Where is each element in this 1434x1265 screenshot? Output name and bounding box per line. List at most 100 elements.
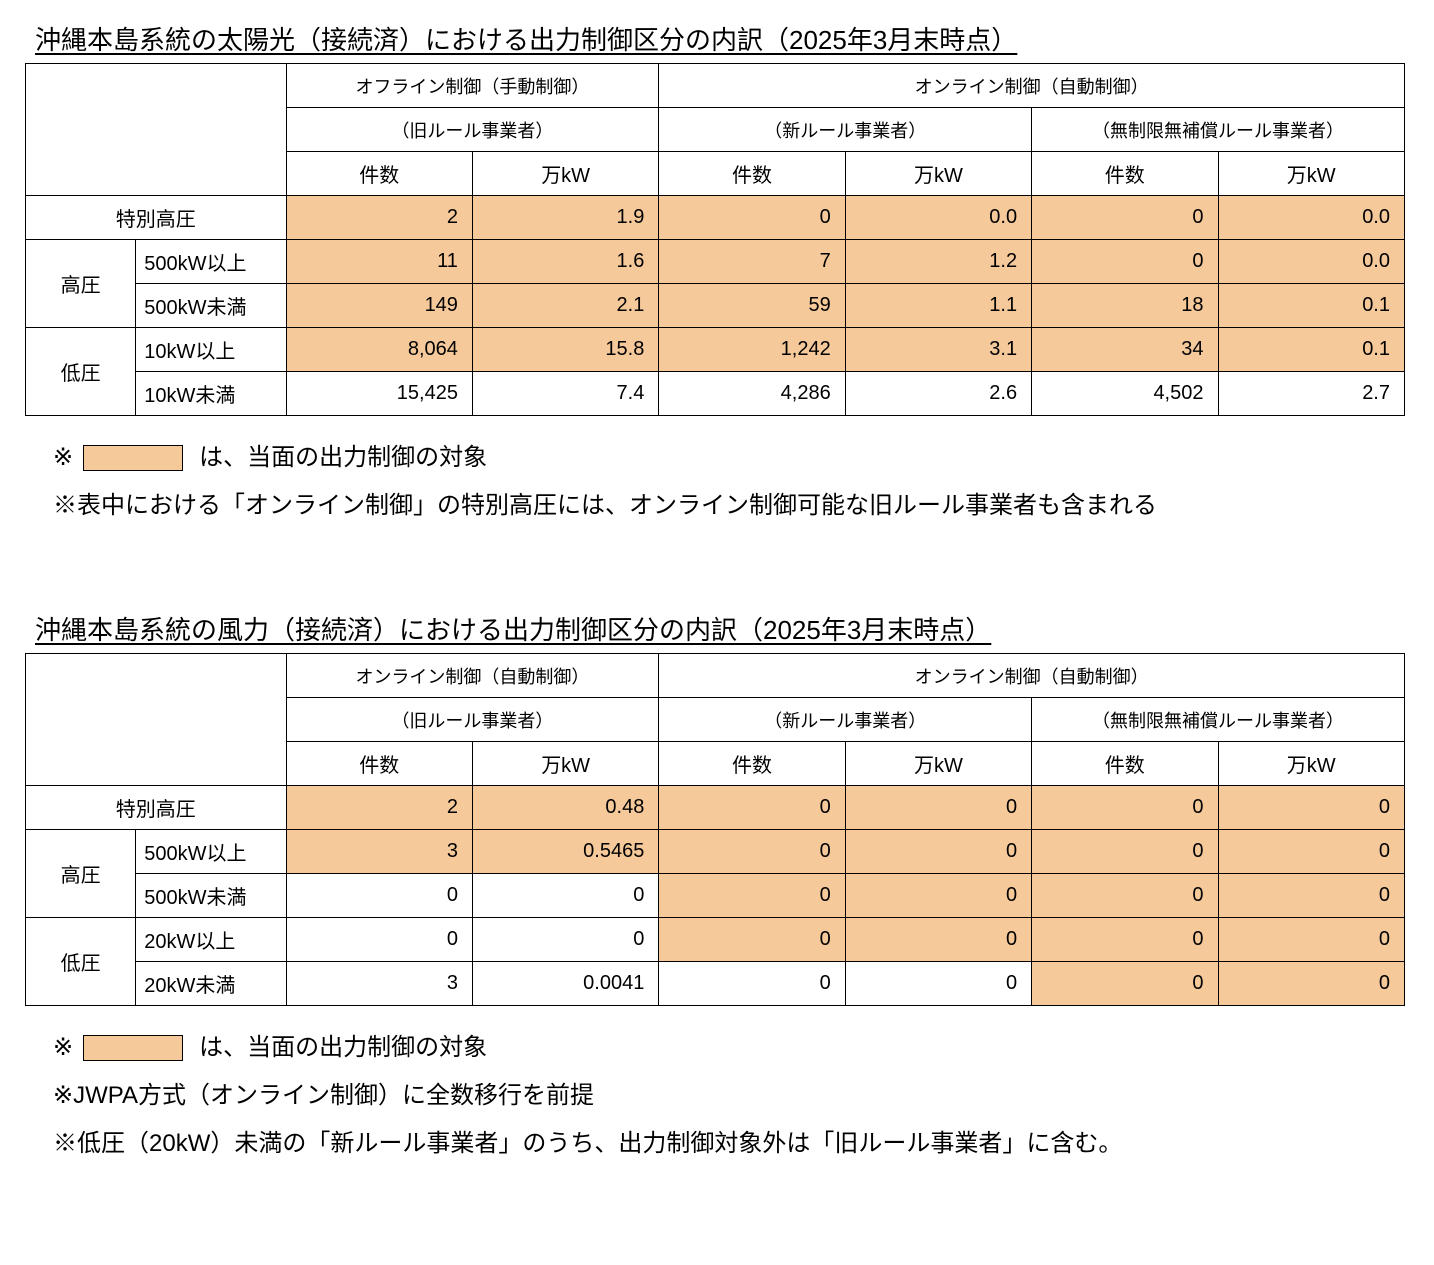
header-offline: オフライン制御（手動制御）	[286, 64, 659, 108]
cell: 4,502	[1032, 372, 1218, 416]
col-kw: 万kW	[1218, 152, 1405, 196]
solar-table: オフライン制御（手動制御） オンライン制御（自動制御） （旧ルール事業者） （新…	[25, 63, 1405, 416]
row-label-high: 高圧	[26, 830, 136, 918]
wind-section: 沖縄本島系統の風力（接続済）における出力制御区分の内訳（2025年3月末時点） …	[25, 610, 1409, 1168]
cell: 0.1	[1218, 284, 1405, 328]
header-old-rule: （旧ルール事業者）	[286, 698, 659, 742]
cell: 7	[659, 240, 845, 284]
cell: 0	[1032, 918, 1218, 962]
cell: 1.6	[472, 240, 658, 284]
table-row: 20kW未満 3 0.0041 0 0 0 0	[26, 962, 1405, 1006]
row-label-low-20un: 20kW未満	[136, 962, 286, 1006]
table-row: 特別高圧 2 0.48 0 0 0 0	[26, 786, 1405, 830]
cell: 0	[659, 830, 845, 874]
header-online-left: オンライン制御（自動制御）	[286, 654, 659, 698]
row-label-high-500un: 500kW未満	[136, 874, 286, 918]
cell: 0	[286, 874, 472, 918]
cell: 0	[286, 918, 472, 962]
cell: 0	[845, 918, 1031, 962]
cell: 0	[845, 830, 1031, 874]
cell: 2.6	[845, 372, 1031, 416]
table-row: 高圧 500kW以上 11 1.6 7 1.2 0 0.0	[26, 240, 1405, 284]
col-kw: 万kW	[1218, 742, 1405, 786]
cell: 0	[659, 962, 845, 1006]
cell: 15,425	[286, 372, 472, 416]
table-row: 低圧 10kW以上 8,064 15.8 1,242 3.1 34 0.1	[26, 328, 1405, 372]
col-count: 件数	[659, 152, 845, 196]
col-kw: 万kW	[845, 742, 1031, 786]
solar-section: 沖縄本島系統の太陽光（接続済）における出力制御区分の内訳（2025年3月末時点）…	[25, 20, 1409, 530]
cell: 149	[286, 284, 472, 328]
cell: 0	[472, 918, 658, 962]
header-blank	[26, 64, 287, 196]
highlight-swatch-icon	[83, 1035, 183, 1061]
cell: 0	[1218, 786, 1405, 830]
cell: 8,064	[286, 328, 472, 372]
col-count: 件数	[1032, 742, 1218, 786]
note-line: ※表中における「オンライン制御」の特別高圧には、オンライン制御可能な旧ルール事業…	[53, 482, 1409, 530]
cell: 0	[659, 196, 845, 240]
cell: 1.9	[472, 196, 658, 240]
cell: 0	[1032, 962, 1218, 1006]
cell: 0.0	[1218, 196, 1405, 240]
cell: 0.1	[1218, 328, 1405, 372]
cell: 3	[286, 962, 472, 1006]
col-count: 件数	[286, 152, 472, 196]
col-count: 件数	[659, 742, 845, 786]
cell: 0.48	[472, 786, 658, 830]
row-label-low: 低圧	[26, 328, 136, 416]
header-online: オンライン制御（自動制御）	[659, 64, 1405, 108]
cell: 3	[286, 830, 472, 874]
cell: 0	[472, 874, 658, 918]
row-label-low-10up: 10kW以上	[136, 328, 286, 372]
cell: 0.5465	[472, 830, 658, 874]
cell: 4,286	[659, 372, 845, 416]
row-label-extra-high: 特別高圧	[26, 196, 287, 240]
table-row: 500kW未満 0 0 0 0 0 0	[26, 874, 1405, 918]
row-label-high-500up: 500kW以上	[136, 240, 286, 284]
col-kw: 万kW	[845, 152, 1031, 196]
cell: 15.8	[472, 328, 658, 372]
cell: 0.0041	[472, 962, 658, 1006]
header-new-rule: （新ルール事業者）	[659, 698, 1032, 742]
header-online-right: オンライン制御（自動制御）	[659, 654, 1405, 698]
cell: 59	[659, 284, 845, 328]
header-blank	[26, 654, 287, 786]
table-row: 特別高圧 2 1.9 0 0.0 0 0.0	[26, 196, 1405, 240]
solar-notes: ※ は、当面の出力制御の対象 ※表中における「オンライン制御」の特別高圧には、オ…	[25, 434, 1409, 530]
cell: 1.2	[845, 240, 1031, 284]
table-header-row: オフライン制御（手動制御） オンライン制御（自動制御）	[26, 64, 1405, 108]
note-line: ※低圧（20kW）未満の「新ルール事業者」のうち、出力制御対象外は「旧ルール事業…	[53, 1120, 1409, 1168]
cell: 2	[286, 196, 472, 240]
col-count: 件数	[1032, 152, 1218, 196]
col-kw: 万kW	[472, 152, 658, 196]
note-suffix: は、当面の出力制御の対象	[199, 434, 487, 482]
cell: 0	[845, 962, 1031, 1006]
table-row: 低圧 20kW以上 0 0 0 0 0 0	[26, 918, 1405, 962]
cell: 0	[1218, 830, 1405, 874]
note-suffix: は、当面の出力制御の対象	[199, 1024, 487, 1072]
table-header-row: オンライン制御（自動制御） オンライン制御（自動制御）	[26, 654, 1405, 698]
note-line: ※ は、当面の出力制御の対象	[53, 434, 1409, 482]
row-label-low-10un: 10kW未満	[136, 372, 286, 416]
row-label-low: 低圧	[26, 918, 136, 1006]
header-unlimited-rule: （無制限無補償ルール事業者）	[1032, 108, 1405, 152]
row-label-extra-high: 特別高圧	[26, 786, 287, 830]
cell: 0	[1032, 830, 1218, 874]
note-line: ※JWPA方式（オンライン制御）に全数移行を前提	[53, 1072, 1409, 1120]
cell: 34	[1032, 328, 1218, 372]
cell: 0.0	[1218, 240, 1405, 284]
cell: 0	[1218, 962, 1405, 1006]
wind-notes: ※ は、当面の出力制御の対象 ※JWPA方式（オンライン制御）に全数移行を前提 …	[25, 1024, 1409, 1168]
cell: 0	[1032, 240, 1218, 284]
table-row: 高圧 500kW以上 3 0.5465 0 0 0 0	[26, 830, 1405, 874]
cell: 0	[1218, 874, 1405, 918]
highlight-swatch-icon	[83, 445, 183, 471]
header-unlimited-rule: （無制限無補償ルール事業者）	[1032, 698, 1405, 742]
cell: 0	[1032, 874, 1218, 918]
cell: 0	[1032, 196, 1218, 240]
cell: 2.1	[472, 284, 658, 328]
cell: 0.0	[845, 196, 1031, 240]
note-line: ※ は、当面の出力制御の対象	[53, 1024, 1409, 1072]
cell: 0	[1032, 786, 1218, 830]
